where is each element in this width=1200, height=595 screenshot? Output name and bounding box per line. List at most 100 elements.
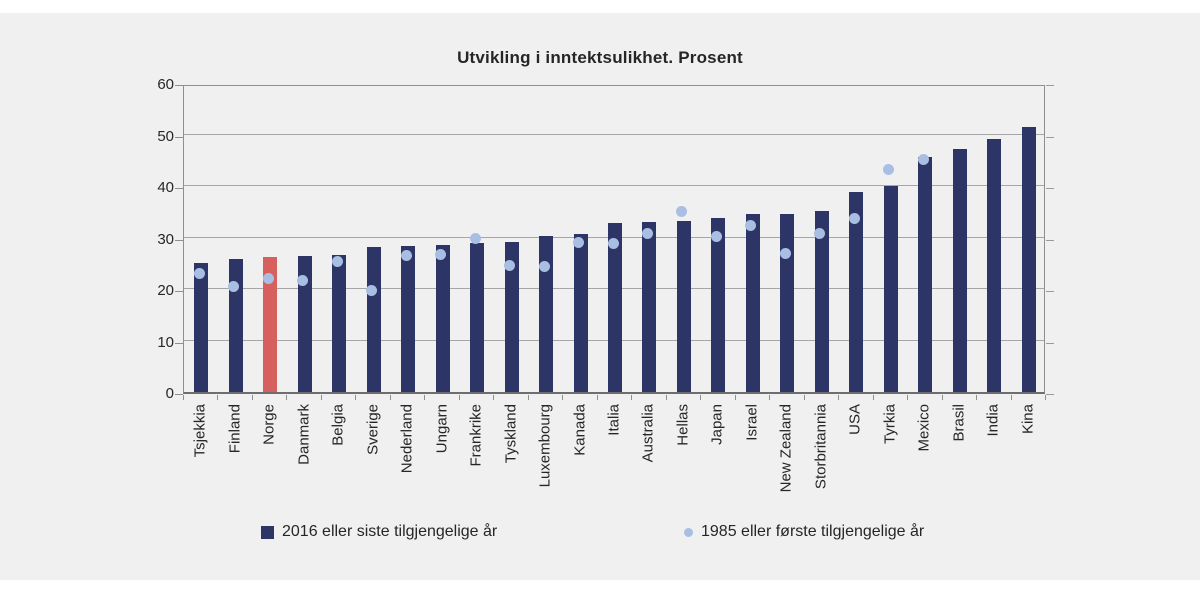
legend-entry-1985: 1985 eller første tilgjengelige år	[684, 523, 924, 541]
x-tick-mark	[562, 395, 564, 400]
y-tick-mark	[175, 394, 183, 395]
dot-storbritannia	[814, 227, 826, 239]
x-label-frankrike: Frankrike	[467, 404, 485, 467]
legend-bar-swatch-icon	[261, 525, 274, 539]
x-tick-mark	[183, 395, 184, 400]
bar-tyrkia	[883, 185, 898, 392]
bar-nederland	[401, 245, 416, 392]
x-label-brasil: Brasil	[950, 404, 968, 442]
bar-india	[987, 138, 1002, 392]
y-tick-label-40: 40	[157, 179, 174, 196]
bar-finland	[228, 258, 243, 392]
bar-danmark	[297, 256, 312, 392]
x-tick-mark	[803, 395, 805, 400]
legend-label-1985: 1985 eller første tilgjengelige år	[701, 523, 925, 540]
x-label-danmark: Danmark	[295, 404, 313, 465]
bar-mexico	[918, 157, 933, 392]
dot-hellas	[676, 206, 688, 218]
dot-ungarn	[435, 248, 447, 260]
y-tick-label-20: 20	[157, 282, 174, 299]
x-label-luxembourg: Luxembourg	[536, 404, 554, 488]
y-tick-mark-right	[1046, 291, 1054, 292]
x-label-ungarn: Ungarn	[433, 404, 451, 454]
dot-sverige	[366, 284, 378, 296]
bar-luxembourg	[539, 236, 554, 392]
y-tick-label-50: 50	[157, 127, 174, 145]
x-tick-mark	[355, 395, 357, 400]
y-tick-label-10: 10	[157, 333, 174, 351]
x-tick-mark	[1045, 395, 1046, 400]
dot-new-zealand	[779, 248, 791, 260]
y-tick-label-0: 0	[165, 385, 174, 402]
x-label-storbritannia: Storbritannia	[812, 404, 830, 490]
x-tick-mark	[976, 395, 978, 400]
dot-nederland	[400, 249, 412, 261]
x-label-new-zealand: New Zealand	[777, 404, 795, 493]
x-tick-mark	[700, 395, 702, 400]
gridline-40	[184, 185, 1044, 186]
x-label-australia: Australia	[639, 404, 657, 463]
x-label-japan: Japan	[708, 404, 726, 445]
dot-kanada	[573, 236, 585, 248]
dot-tyrkia	[883, 164, 895, 176]
x-label-italia: Italia	[605, 404, 623, 436]
y-tick-mark	[175, 85, 183, 86]
x-tick-mark	[217, 395, 219, 400]
y-tick-mark-right	[1046, 394, 1054, 395]
bar-frankrike	[470, 243, 485, 392]
x-label-kina: Kina	[1019, 404, 1037, 435]
bar-kanada	[573, 233, 588, 392]
dot-norge	[262, 272, 274, 284]
x-tick-mark	[872, 395, 874, 400]
y-tick-mark-right	[1046, 188, 1054, 189]
x-label-tsjekkia: Tsjekkia	[191, 404, 209, 458]
dot-japan	[710, 230, 722, 242]
x-tick-mark	[320, 395, 322, 400]
x-label-tyrkia: Tyrkia	[881, 404, 899, 445]
bar-storbritannia	[814, 211, 829, 392]
legend-dot-swatch-icon	[684, 527, 693, 537]
x-tick-mark	[769, 395, 771, 400]
bar-hellas	[676, 220, 691, 392]
bar-tsjekkia	[194, 262, 209, 392]
dot-mexico	[917, 154, 929, 166]
x-tick-mark	[838, 395, 840, 400]
x-label-norge: Norge	[260, 404, 278, 445]
x-label-nederland: Nederland	[398, 404, 416, 474]
x-tick-mark	[734, 395, 736, 400]
y-tick-mark-right	[1046, 85, 1054, 86]
dot-usa	[848, 213, 860, 225]
y-tick-mark	[175, 239, 183, 241]
x-label-tyskland: Tyskland	[502, 404, 520, 464]
x-tick-mark	[493, 395, 495, 400]
dot-belgia	[331, 255, 343, 267]
y-tick-mark	[175, 291, 183, 292]
bar-sverige	[366, 246, 381, 392]
y-tick-mark	[175, 188, 183, 189]
bar-new-zealand	[780, 213, 795, 392]
chart-title: Utvikling i inntektsulikhet. Prosent	[457, 48, 743, 67]
x-tick-mark	[527, 395, 529, 400]
bar-australia	[642, 222, 657, 392]
x-label-india: India	[984, 404, 1002, 437]
x-label-israel: Israel	[743, 404, 761, 441]
dot-luxembourg	[538, 261, 550, 273]
chart-figure: Utvikling i inntektsulikhet. Prosent 0 10…	[0, 13, 1200, 580]
x-label-finland: Finland	[226, 404, 244, 454]
dot-danmark	[297, 275, 309, 287]
x-label-usa: USA	[846, 404, 864, 435]
x-label-mexico: Mexico	[915, 404, 933, 452]
x-tick-mark	[251, 395, 253, 400]
x-tick-mark	[665, 395, 667, 400]
bar-norge	[263, 257, 278, 392]
y-tick-mark	[175, 136, 183, 138]
x-label-hellas: Hellas	[674, 404, 692, 446]
x-label-belgia: Belgia	[329, 404, 347, 446]
x-label-kanada: Kanada	[571, 404, 589, 456]
bar-usa	[849, 192, 864, 392]
dot-frankrike	[469, 232, 481, 244]
y-tick-label-60: 60	[157, 76, 174, 93]
dot-israel	[745, 219, 757, 231]
x-tick-mark	[941, 395, 943, 400]
y-tick-mark	[175, 342, 183, 344]
